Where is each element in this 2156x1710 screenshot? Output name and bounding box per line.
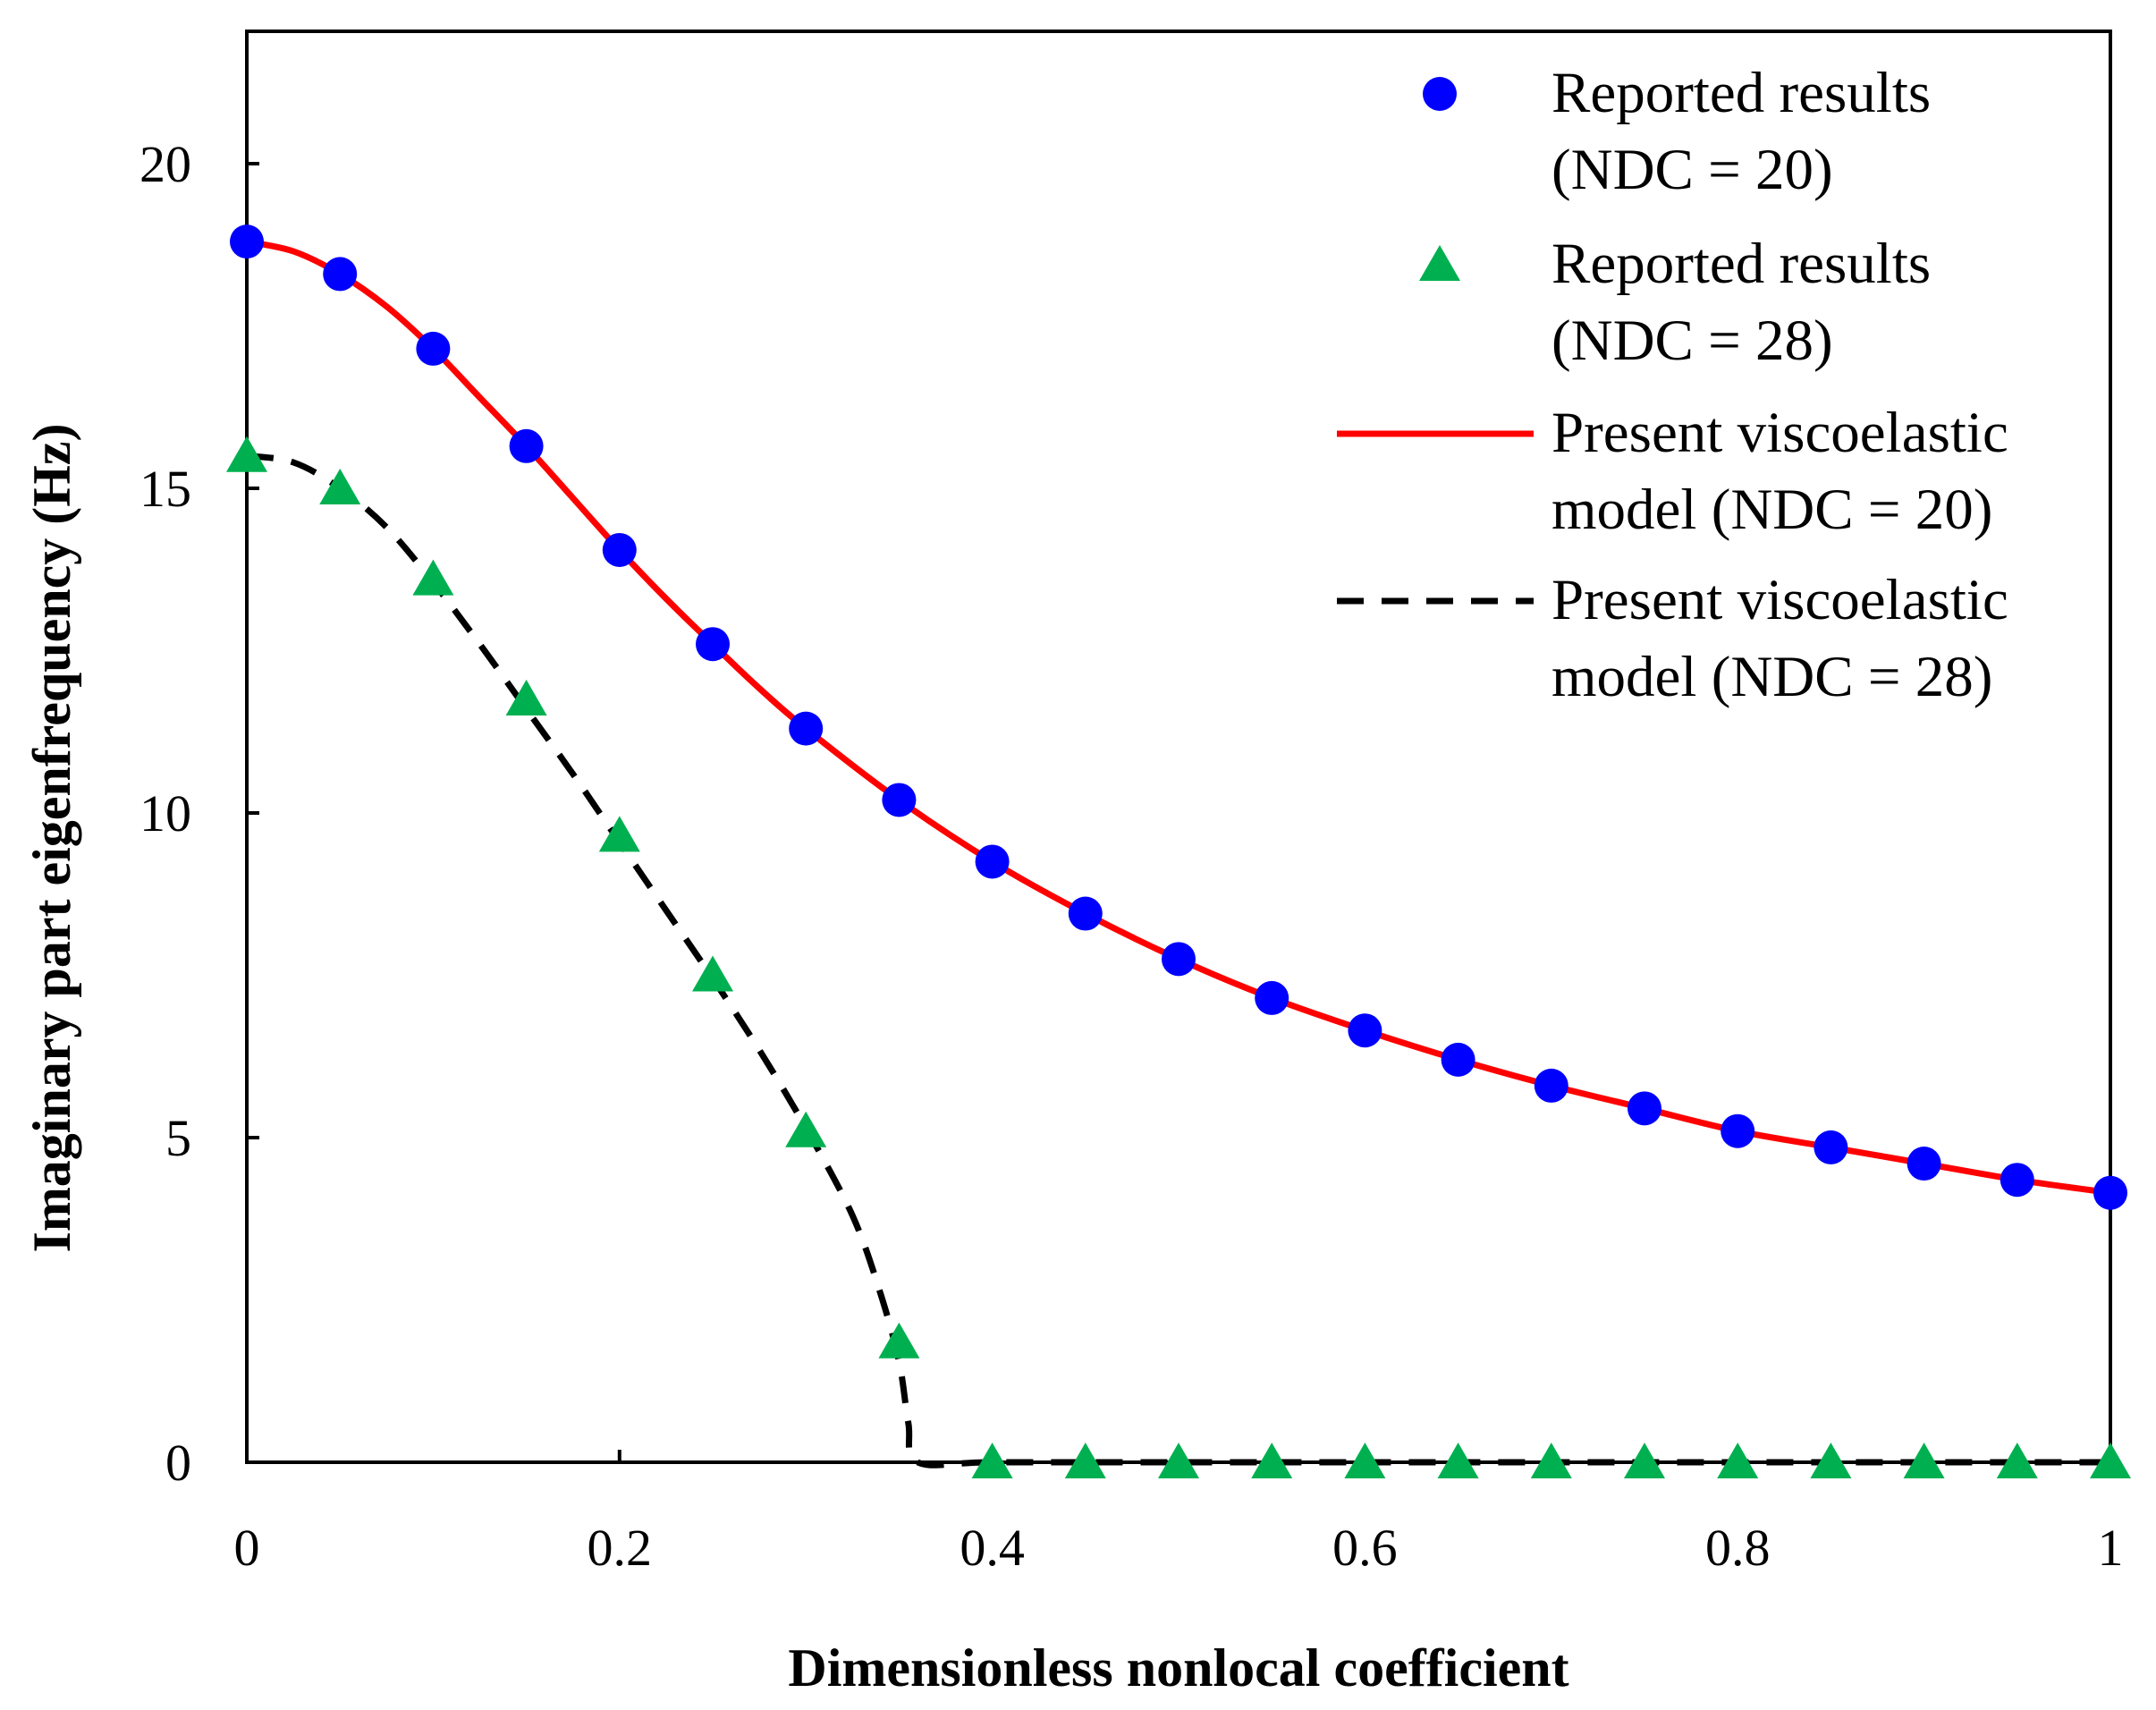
series-0-point [1162, 942, 1196, 977]
series-0-point [1721, 1113, 1755, 1148]
legend-label: (NDC = 20) [1551, 138, 1833, 202]
series-0-point [1068, 896, 1103, 931]
series-1-point [1158, 1443, 1199, 1478]
legend-marker-0 [1423, 77, 1457, 111]
series-1-point [785, 1111, 827, 1147]
legend-marker-1 [1419, 245, 1460, 281]
series-0-point [696, 627, 730, 662]
x-tick-label: 0 [234, 1519, 260, 1577]
series-1-point [1717, 1443, 1759, 1478]
series-0-point [2000, 1163, 2034, 1198]
series-1-point [1530, 1443, 1572, 1478]
x-tick-label: 0.2 [588, 1519, 653, 1577]
series-0-point [416, 331, 451, 366]
y-tick-label: 20 [140, 135, 191, 193]
series-0-point [975, 844, 1010, 879]
series-0-point [1907, 1147, 1941, 1181]
legend-label: Reported results [1551, 61, 1931, 125]
series-1-point [505, 679, 547, 715]
series-0-point [1255, 980, 1289, 1015]
series-0-point [1628, 1091, 1661, 1126]
series-0-point [602, 532, 637, 567]
series-0-point [509, 428, 544, 463]
x-axis-title: Dimensionless nonlocal coefficient [788, 1638, 1568, 1697]
series-markers [226, 224, 2131, 1478]
x-tick-label: 0.4 [960, 1519, 1025, 1577]
plot-area [245, 30, 2112, 1464]
legend-label: (NDC = 28) [1551, 309, 1833, 373]
series-1-point [319, 469, 361, 504]
legend-label: model (NDC = 20) [1551, 478, 1992, 542]
y-tick-label: 15 [140, 460, 191, 518]
series-0-point [1348, 1013, 1382, 1048]
series-0-point [1441, 1042, 1475, 1077]
y-tick-label: 5 [165, 1109, 191, 1167]
series-1-point [226, 436, 267, 472]
y-tick-label: 10 [140, 784, 191, 842]
series-1-point [1996, 1443, 2038, 1478]
series-0-point [789, 711, 824, 746]
legend-label: Present viscoelastic [1551, 401, 2008, 465]
series-1-point [598, 816, 640, 852]
series-0-point [2093, 1175, 2127, 1210]
series-0-point [882, 783, 917, 817]
series-1-point [412, 559, 454, 596]
x-tick-label: 0.8 [1705, 1519, 1771, 1577]
series-1-point [1344, 1443, 1386, 1478]
legend-label: Present viscoelastic [1551, 568, 2008, 632]
legend-label: model (NDC = 28) [1551, 645, 1992, 709]
series-0-point [230, 224, 264, 259]
x-tick-label: 0.6 [1332, 1519, 1398, 1577]
y-axis-ticks: 0 5 10 15 20 [140, 135, 259, 1492]
y-axis-title: Imaginary part eigenfrequency (Hz) [22, 423, 81, 1252]
series-0-point [323, 257, 358, 292]
series-1-point [1810, 1443, 1852, 1478]
series-1-point [1624, 1443, 1665, 1478]
series-0-point [1814, 1130, 1848, 1164]
series-1-point [878, 1322, 920, 1359]
legend: Reported results (NDC = 20) Reported resul… [1337, 61, 2008, 709]
series-1-point [1064, 1443, 1106, 1478]
series-1-point [692, 955, 733, 992]
series-1-point [1251, 1443, 1293, 1478]
legend-label: Reported results [1551, 232, 1931, 296]
series-1-point [2090, 1443, 2131, 1478]
x-tick-label: 1 [2098, 1519, 2124, 1577]
series-0-point [1534, 1068, 1568, 1103]
series-1-point [971, 1443, 1013, 1478]
y-tick-label: 0 [165, 1434, 191, 1492]
series-1-point [1903, 1443, 1945, 1478]
series-1-point [1437, 1443, 1479, 1478]
